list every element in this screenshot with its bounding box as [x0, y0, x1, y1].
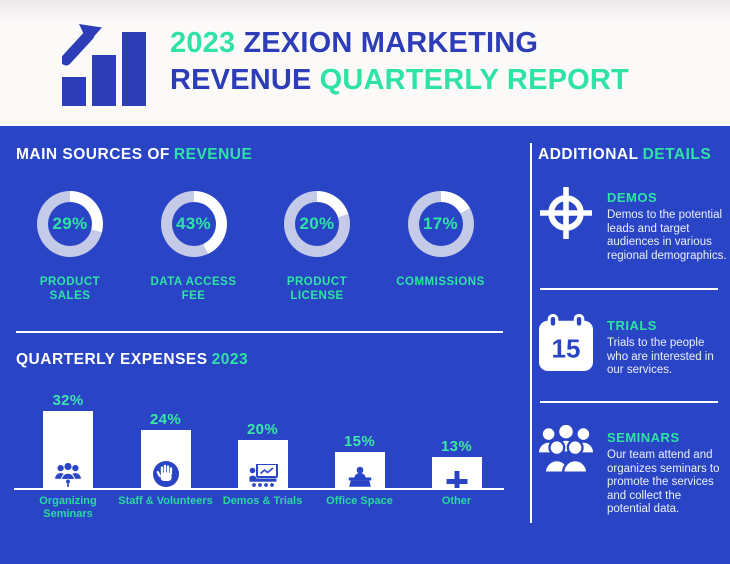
donut-product-license: 20% PRODUCT LICENSE	[257, 191, 377, 303]
bar-demos-trials	[237, 440, 288, 488]
donut-chart: 43%	[160, 191, 227, 257]
donut-hole	[48, 202, 92, 246]
sidebar-item-trials-desc: Trials to the people who are interested …	[607, 337, 714, 377]
calendar-icon: 15	[539, 314, 593, 371]
hand-icon	[152, 460, 179, 487]
donut-product-sales: 29% PRODUCT SALES	[10, 191, 130, 303]
page-title-line2: REVENUE QUARTERLY REPORT	[170, 62, 629, 99]
header: 2023 ZEXION MARKETING REVENUE QUARTERLY RE…	[0, 0, 730, 126]
sidebar-heading-accent: DETAILS	[642, 146, 712, 163]
bar-value: 20%	[247, 421, 278, 438]
bar-office-space	[334, 452, 385, 488]
axis-line	[14, 488, 504, 490]
title-revenue: REVENUE	[170, 64, 312, 96]
page-title: 2023 ZEXION MARKETING REVENUE QUARTERLY RE…	[170, 25, 629, 99]
sidebar-item-trials-title: TRIALS	[607, 318, 657, 333]
sidebar-heading-white: ADDITIONAL	[538, 146, 639, 163]
section-divider	[16, 331, 503, 333]
sidebar-item-demos-title: DEMOS	[607, 190, 658, 205]
bar-label: Staff & Volunteers	[118, 495, 213, 507]
sidebar-item-seminars-desc: Our team attend and organizes seminars t…	[607, 449, 720, 516]
target-icon	[540, 187, 592, 239]
expenses-section-heading: QUARTERLY EXPENSES 2023	[16, 351, 248, 369]
bar-staff-volunteers	[140, 430, 191, 488]
bar-label: Other	[441, 495, 472, 507]
vertical-divider	[530, 143, 532, 523]
bar-label: Office Space	[326, 495, 393, 507]
revenue-section-heading: MAIN SOURCES OF REVENUE	[16, 146, 252, 164]
desk-person-icon	[348, 466, 371, 487]
sidebar-heading: ADDITIONAL DETAILS	[538, 146, 711, 164]
donut-label: PRODUCT LICENSE	[286, 276, 348, 302]
sidebar-divider	[540, 401, 718, 403]
bar-value: 24%	[150, 411, 181, 429]
donut-percentage: 29%	[52, 214, 88, 233]
title-report: QUARTERLY REPORT	[319, 64, 629, 96]
title-year: 2023	[170, 27, 236, 59]
expenses-heading-white: QUARTERLY EXPENSES	[16, 351, 208, 368]
sidebar-item-demos-desc: Demos to the potential leads and target …	[607, 209, 727, 262]
donut-commissions: 17% COMMISSIONS	[381, 191, 501, 290]
expenses-heading-accent: 2023	[211, 351, 249, 368]
bar-label: Demos & Trials	[222, 495, 303, 507]
donut-chart: 20%	[284, 191, 350, 257]
bar-value: 15%	[344, 433, 375, 450]
bar-value: 13%	[441, 437, 472, 455]
seminar-audience-icon	[55, 462, 81, 487]
title-brand: ZEXION MARKETING	[243, 27, 539, 59]
donut-hole	[295, 202, 339, 246]
sidebar-item-seminars-title: SEMINARS	[607, 430, 680, 445]
bar-chart-arrow-icon	[62, 24, 146, 106]
donut-label: DATA ACCESS FEE	[150, 276, 237, 302]
presentation-cart-icon	[248, 464, 278, 487]
donut-percentage: 43%	[176, 214, 211, 233]
donut-hole	[171, 202, 216, 246]
donut-hole	[418, 202, 463, 246]
bar-value: 32%	[52, 392, 84, 410]
calendar-day-number: 15	[552, 333, 581, 363]
donut-data-access-fee: 43% DATA ACCESS FEE	[134, 191, 254, 303]
plus-icon	[446, 470, 467, 492]
donut-chart: 17%	[407, 191, 474, 257]
donut-percentage: 17%	[423, 214, 458, 233]
bar-other	[431, 456, 482, 492]
revenue-heading-accent: REVENUE	[173, 146, 253, 163]
bar-organizing-seminars	[43, 411, 93, 488]
sidebar-divider	[540, 288, 718, 290]
people-group-icon	[538, 425, 594, 474]
donut-chart: 29%	[37, 191, 103, 257]
page-title-line1: 2023 ZEXION MARKETING	[170, 25, 629, 62]
donut-percentage: 20%	[299, 214, 335, 233]
donut-label: PRODUCT SALES	[39, 276, 101, 302]
bar-label: Organizing Seminars	[39, 495, 97, 520]
revenue-heading-white: MAIN SOURCES OF	[16, 146, 170, 163]
donut-label: COMMISSIONS	[396, 276, 485, 288]
